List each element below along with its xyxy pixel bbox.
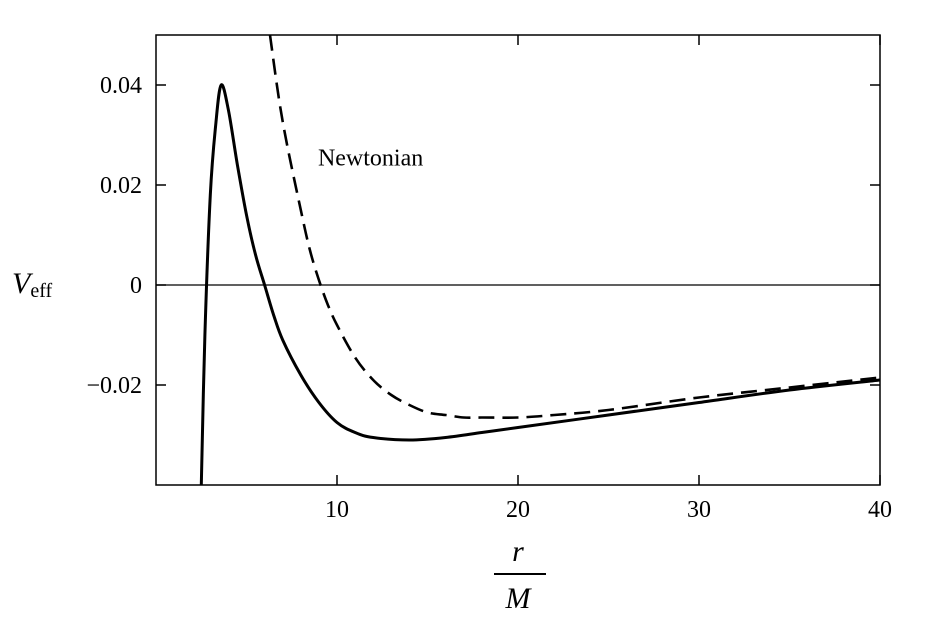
y-tick-label: 0.02 xyxy=(100,173,142,199)
y-axis-label-sub: eff xyxy=(30,280,52,302)
x-axis-label-denominator: M xyxy=(505,582,533,615)
y-tick-label: −0.02 xyxy=(86,373,142,399)
x-tick-label: 30 xyxy=(687,497,711,523)
tick-labels: 10 20 30 40 0.04 0.02 0 −0.02 xyxy=(86,73,892,523)
series-line-newtonian xyxy=(268,34,881,419)
x-tick-label: 20 xyxy=(506,497,530,523)
y-tick-label: 0.04 xyxy=(100,73,142,99)
x-axis-label-numerator: r xyxy=(512,535,524,568)
y-tick-label: 0 xyxy=(130,273,142,299)
annotation-newtonian: Newtonian xyxy=(318,146,423,172)
x-axis-label: r M xyxy=(494,535,546,615)
y-axis-label-main: V xyxy=(12,267,34,300)
series-layer xyxy=(199,34,881,486)
series-line-schwarzschild xyxy=(199,83,881,486)
svg-text:Veff: Veff xyxy=(12,267,53,302)
x-tick-label: 40 xyxy=(868,497,892,523)
x-tick-label: 10 xyxy=(325,497,349,523)
y-axis-label: Veff xyxy=(12,267,53,302)
